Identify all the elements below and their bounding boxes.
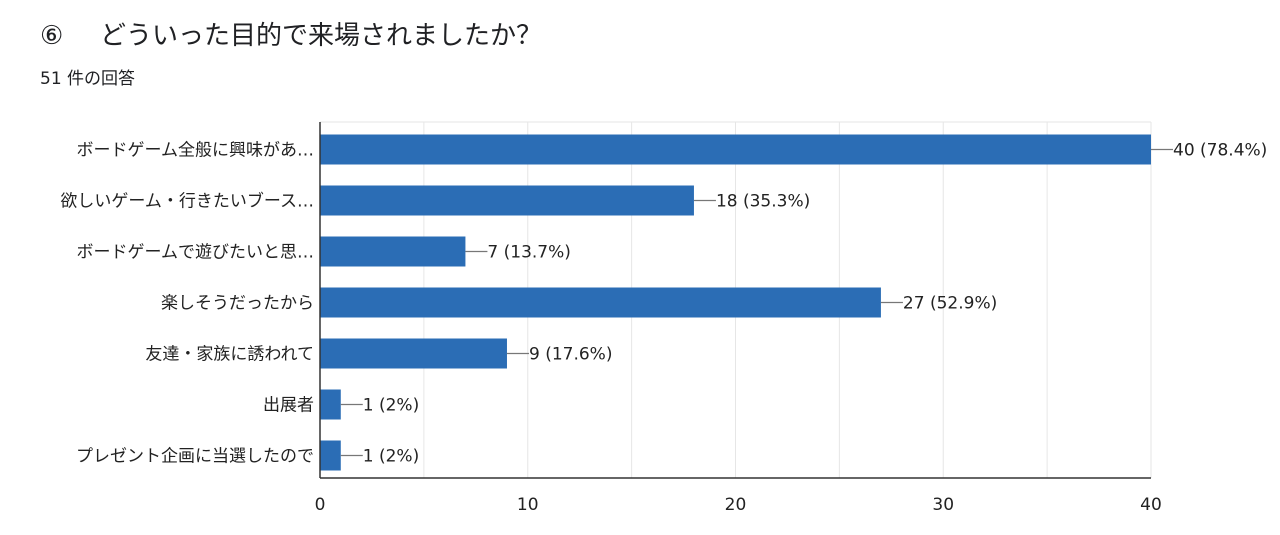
x-tick-label: 30: [932, 495, 954, 515]
bar: [320, 134, 1151, 165]
category-label: プレゼント企画に当選したので: [76, 447, 314, 467]
x-tick-label: 0: [315, 495, 326, 515]
category-label: ボードゲームで遊びたいと思…: [77, 243, 315, 263]
bar: [320, 236, 466, 267]
data-label: 1 (2%): [363, 447, 419, 467]
question-title: どういった目的で来場されましたか？: [100, 21, 543, 51]
data-label: 1 (2%): [363, 396, 419, 416]
category-label: 出展者: [263, 396, 314, 416]
bar: [320, 338, 507, 369]
x-tick-label: 40: [1140, 495, 1162, 515]
bar: [320, 440, 341, 471]
question-title-row: ⑥ どういった目的で来場されましたか？: [40, 18, 542, 54]
data-label: 27 (52.9%): [903, 294, 997, 314]
category-label: 欲しいゲーム・行きたいブース…: [60, 191, 314, 212]
category-label: 友達・家族に誘われて: [145, 345, 314, 365]
category-label: ボードゲーム全般に興味があ…: [77, 141, 315, 161]
category-label: 楽しそうだったから: [161, 294, 314, 314]
bar: [320, 287, 881, 318]
data-label: 40 (78.4%): [1173, 141, 1267, 161]
response-count: 51 件の回答: [40, 69, 136, 89]
data-label: 7 (13.7%): [487, 243, 571, 263]
question-number: ⑥: [40, 21, 64, 51]
x-tick-label: 10: [517, 495, 539, 515]
data-label: 18 (35.3%): [716, 192, 810, 212]
bar: [320, 389, 341, 420]
bar: [320, 185, 694, 216]
x-tick-label: 20: [725, 495, 747, 515]
question-header: ⑥ どういった目的で来場されましたか？ 51 件の回答: [40, 18, 542, 89]
data-label: 9 (17.6%): [529, 345, 613, 365]
